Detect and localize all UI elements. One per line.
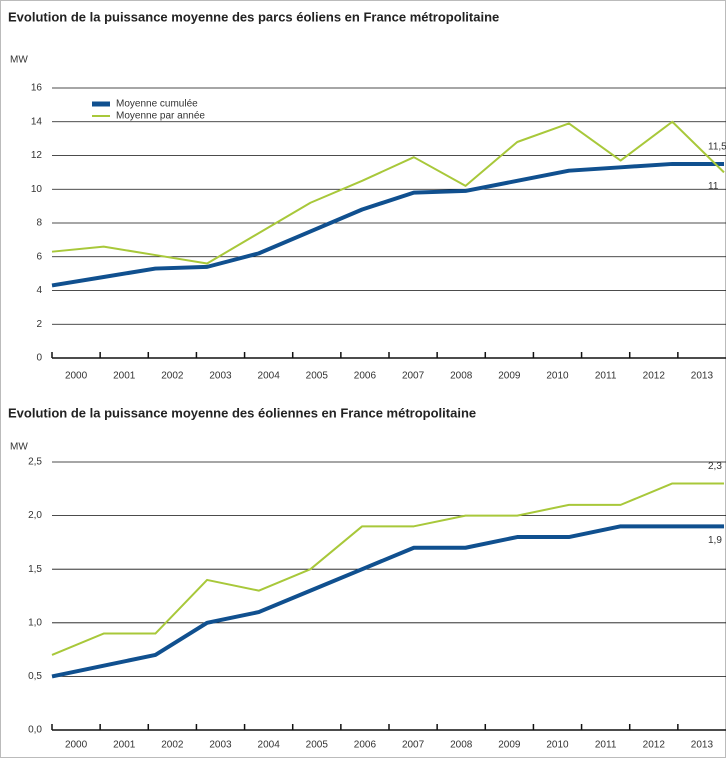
x-tick-label: 2010 [546, 740, 569, 751]
x-tick-label: 2003 [209, 740, 232, 751]
x-tick-label: 2002 [161, 740, 184, 751]
legend-swatch [92, 101, 110, 107]
y-tick-label: 8 [36, 218, 42, 229]
x-tick-label: 2011 [595, 371, 617, 382]
x-tick-label: 2005 [306, 371, 329, 382]
annotation: 11,5 [708, 142, 726, 153]
line-series [51, 161, 724, 288]
x-tick-label: 2012 [643, 740, 666, 751]
x-tick-label: 2008 [450, 740, 473, 751]
y-tick-label: 10 [31, 184, 43, 195]
y-tick-label: 16 [31, 83, 43, 94]
y-tick-label: 6 [36, 251, 42, 262]
x-tick-label: 2004 [258, 740, 281, 751]
x-tick-label: 2002 [161, 371, 184, 382]
x-tick-label: 2012 [643, 371, 666, 382]
y-tick-label: 0,5 [28, 671, 42, 682]
annotation: 2,3 [708, 461, 722, 472]
x-tick-label: 2007 [402, 740, 425, 751]
y-tick-label: 14 [31, 116, 43, 127]
x-tick-label: 2001 [113, 371, 136, 382]
chart-title: Evolution de la puissance moyenne des pa… [8, 9, 499, 24]
legend-label: Moyenne par année [116, 111, 205, 122]
x-tick-label: 2000 [65, 740, 88, 751]
y-tick-label: 0 [36, 353, 42, 364]
chart-title: Evolution de la puissance moyenne des éo… [8, 405, 476, 420]
y-tick-label: 0,0 [28, 725, 42, 736]
annotation: 1,9 [708, 535, 722, 546]
line-series [51, 524, 724, 679]
x-tick-label: 2010 [546, 371, 569, 382]
annotation: 11 [708, 181, 719, 192]
x-tick-label: 2006 [354, 740, 377, 751]
x-tick-label: 2013 [691, 740, 714, 751]
legend-label: Moyenne cumulée [116, 99, 198, 110]
y-axis-label: MW [10, 55, 28, 66]
line-series [51, 482, 724, 656]
x-tick-label: 2000 [65, 371, 88, 382]
x-tick-label: 2001 [113, 740, 136, 751]
line-series [51, 120, 725, 265]
y-tick-label: 2,5 [28, 457, 42, 468]
x-tick-label: 2011 [595, 740, 617, 751]
x-tick-label: 2009 [498, 740, 521, 751]
y-tick-label: 12 [31, 150, 43, 161]
y-tick-label: 2,0 [28, 510, 42, 521]
x-tick-label: 2006 [354, 371, 377, 382]
x-tick-label: 2009 [498, 371, 521, 382]
x-tick-label: 2004 [258, 371, 281, 382]
x-tick-label: 2008 [450, 371, 473, 382]
x-tick-label: 2007 [402, 371, 425, 382]
y-axis-label: MW [10, 442, 28, 453]
y-tick-label: 4 [36, 285, 42, 296]
x-tick-label: 2013 [691, 371, 714, 382]
x-tick-label: 2003 [209, 371, 232, 382]
y-tick-label: 1,0 [28, 617, 42, 628]
x-tick-label: 2005 [306, 740, 329, 751]
y-tick-label: 1,5 [28, 564, 42, 575]
y-tick-label: 2 [36, 319, 42, 330]
